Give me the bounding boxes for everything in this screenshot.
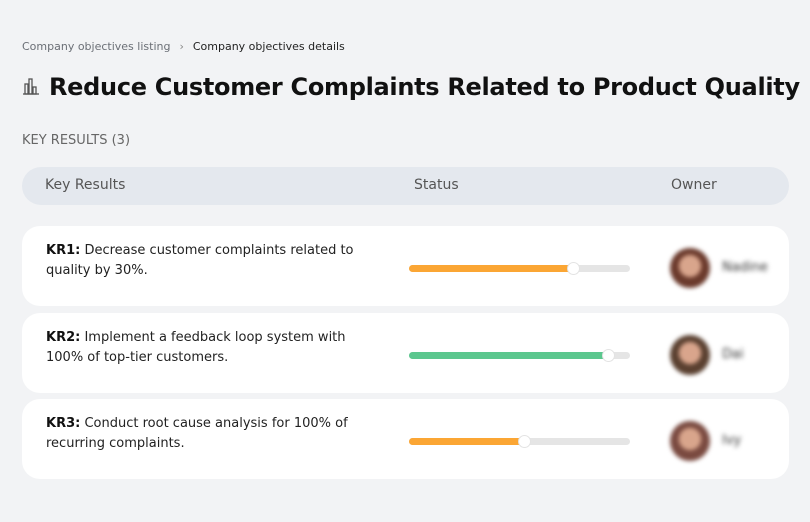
key-results-count: KEY RESULTS (3) [22,133,131,148]
page-title: Reduce Customer Complaints Related to Pr… [22,73,800,101]
header-key-results: Key Results [45,177,126,193]
breadcrumb-current: Company objectives details [192,40,345,53]
key-result-description: Decrease customer complaints related to … [46,243,354,278]
key-result-text: KR2: Implement a feedback loop system wi… [46,328,356,368]
owner-avatar [670,335,710,375]
key-result-text: KR1: Decrease customer complaints relate… [46,241,356,281]
owner-name: Ivy [722,433,742,448]
table-header: Key Results Status Owner [22,167,789,205]
progress-knob [517,435,531,448]
page-title-text: Reduce Customer Complaints Related to Pr… [49,73,800,101]
header-owner: Owner [671,177,717,193]
key-result-row[interactable]: KR1: Decrease customer complaints relate… [22,226,789,306]
breadcrumb-separator: › [179,40,184,53]
key-result-row[interactable]: KR3: Conduct root cause analysis for 100… [22,399,789,479]
key-result-id: KR3: [46,416,81,431]
key-result-description: Conduct root cause analysis for 100% of … [46,416,348,451]
owner-avatar [670,421,710,461]
progress-fill [409,438,524,445]
progress-knob [566,262,580,275]
progress-bar [409,435,630,448]
breadcrumb: Company objectives listing › Company obj… [22,40,345,53]
owner-avatar [670,248,710,288]
key-result-description: Implement a feedback loop system with 10… [46,330,346,365]
owner-name: Dai [722,347,744,362]
header-status: Status [414,177,459,193]
progress-bar [409,349,630,362]
breadcrumb-link-listing[interactable]: Company objectives listing [22,40,171,53]
building-chart-icon [22,73,40,101]
progress-fill [409,265,573,272]
owner-name: Nadine [722,260,768,275]
progress-bar [409,262,630,275]
progress-knob [601,349,615,362]
key-result-id: KR1: [46,243,81,258]
key-result-text: KR3: Conduct root cause analysis for 100… [46,414,356,454]
key-result-id: KR2: [46,330,81,345]
key-result-row[interactable]: KR2: Implement a feedback loop system wi… [22,313,789,393]
progress-fill [409,352,608,359]
